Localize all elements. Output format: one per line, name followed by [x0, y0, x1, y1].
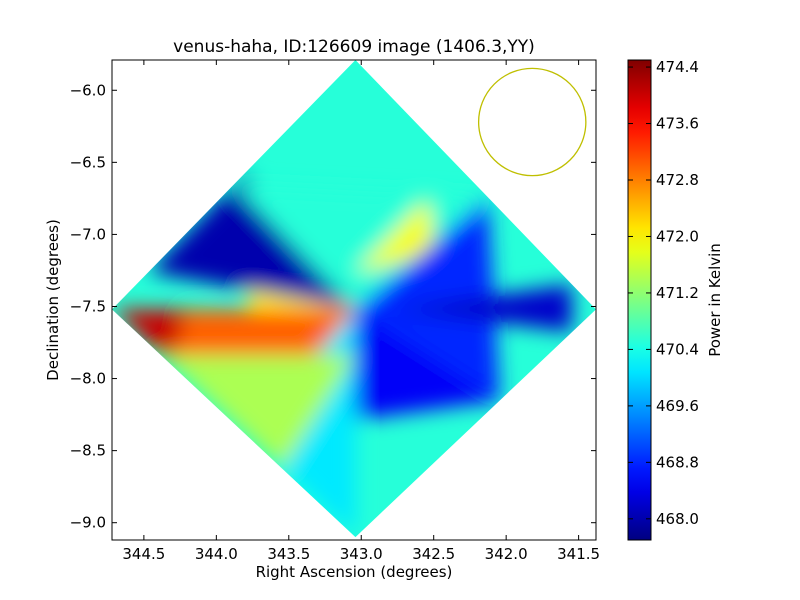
beam-circle	[477, 67, 587, 177]
colorbar-tick-label: 468.0	[656, 510, 699, 528]
colorbar-tick-label: 470.4	[656, 340, 699, 358]
colorbar-tick-label: 474.4	[656, 58, 699, 76]
chart-title: venus-haha, ID:126609 image (1406.3,YY)	[173, 37, 535, 57]
colorbar-tick-label: 473.6	[656, 115, 699, 133]
colorbar-label: Power in Kelvin	[706, 243, 724, 357]
y-axis-label: Declination (degrees)	[44, 219, 62, 381]
colorbar-tick-label: 472.0	[656, 227, 699, 245]
x-tick-label: 341.5	[557, 545, 600, 563]
east-lobe	[355, 197, 500, 401]
y-tick-label: −9.0	[70, 514, 106, 532]
y-tick-label: −8.0	[70, 370, 106, 388]
x-axis-ticks: 344.5 344.0 343.5 343.0 342.5 342.0 341.5	[122, 60, 600, 563]
northwest-band	[148, 172, 356, 310]
y-axis-ticks: −6.0 −6.5 −7.0 −7.5 −8.0 −8.5 −9.0	[70, 81, 596, 532]
colorbar-tick-label: 471.2	[656, 284, 699, 302]
colorbar-tick-label: 472.8	[656, 171, 699, 189]
x-tick-label: 343.5	[267, 545, 310, 563]
x-tick-label: 342.5	[412, 545, 455, 563]
y-tick-label: −6.0	[70, 81, 106, 99]
y-tick-label: −6.5	[70, 153, 106, 171]
x-tick-label: 342.0	[485, 545, 528, 563]
x-tick-label: 344.0	[195, 545, 238, 563]
west-lobe-peak	[112, 309, 186, 367]
southwest-gradient	[160, 354, 356, 469]
x-axis-label: Right Ascension (degrees)	[256, 563, 453, 581]
y-tick-label: −7.0	[70, 225, 106, 243]
y-tick-label: −7.5	[70, 297, 106, 315]
east-lobe-edge	[391, 284, 572, 333]
x-tick-label: 343.0	[340, 545, 383, 563]
colorbar-ticks: 474.4 473.6 472.8 472.0 471.2 470.4 469.6 468.8…	[628, 58, 699, 528]
x-tick-label: 344.5	[122, 545, 165, 563]
map-smooth-layer	[112, 172, 572, 538]
colorbar-tick-label: 469.6	[656, 397, 699, 415]
y-tick-label: −8.5	[70, 442, 106, 460]
plot-frame	[111, 59, 597, 541]
north-lobe-peak	[355, 197, 435, 272]
colorbar	[627, 59, 652, 541]
colorbar-tick-label: 468.8	[656, 453, 699, 471]
